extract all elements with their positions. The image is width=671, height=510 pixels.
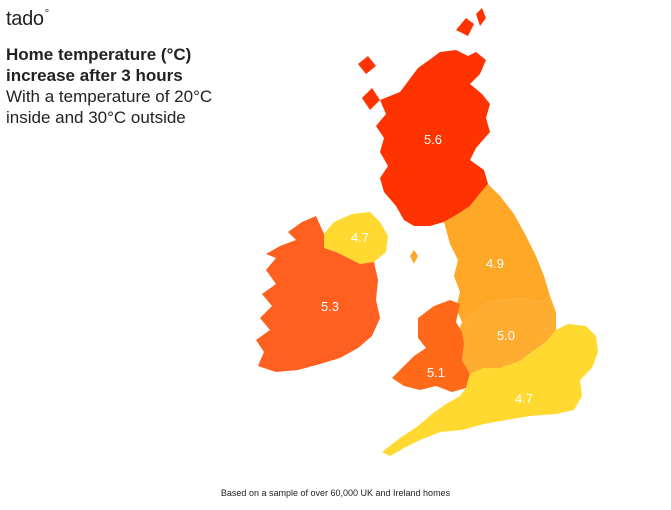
tado-logo: tado° [6,8,49,31]
map-title: Home temperature (°C) increase after 3 h… [6,44,266,128]
south-england-shape [382,324,598,456]
footnote: Based on a sample of over 60,000 UK and … [220,488,451,498]
north-england-shape [444,184,550,322]
region-wales: 5.1 [392,300,470,392]
wales-shape [392,300,470,392]
northern-ireland-value: 4.7 [351,230,369,245]
scotland-shape [358,8,490,226]
subtitle-line-1: With a temperature of 20°C [6,87,213,106]
subtitle-line-2: inside and 30°C outside [6,108,186,127]
ireland-shape [256,216,380,372]
region-south-england: 4.7 [382,324,598,456]
logo-text: tado [6,8,44,30]
region-scotland: 5.6 [358,8,490,226]
logo-degree-mark: ° [44,8,49,21]
region-northern-ireland: 4.7 [322,212,388,264]
northern-ireland-shape [322,212,388,264]
midlands-shape [458,296,556,374]
scotland-value: 5.6 [424,132,442,147]
north-england-value: 4.9 [486,256,504,271]
isle-of-man-shape [410,250,418,264]
region-north-england: 4.9 [444,184,550,322]
title-line-1: Home temperature (°C) [6,45,192,64]
region-midlands: 5.0 [458,296,556,374]
south-england-value: 4.7 [515,391,533,406]
title-line-2: increase after 3 hours [6,66,183,85]
midlands-value: 5.0 [497,328,515,343]
ireland-value: 5.3 [321,299,339,314]
region-ireland: 5.3 [256,216,380,372]
wales-value: 5.1 [427,365,445,380]
